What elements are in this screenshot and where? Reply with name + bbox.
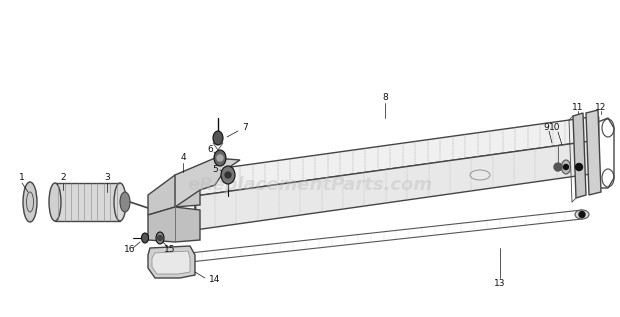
Polygon shape bbox=[195, 140, 598, 230]
Circle shape bbox=[554, 163, 562, 171]
Circle shape bbox=[579, 211, 585, 217]
Ellipse shape bbox=[49, 183, 61, 221]
Text: 12: 12 bbox=[595, 102, 607, 112]
Text: 5: 5 bbox=[212, 165, 218, 174]
Circle shape bbox=[217, 155, 223, 161]
Text: 2: 2 bbox=[60, 173, 66, 183]
Polygon shape bbox=[55, 183, 120, 221]
Circle shape bbox=[157, 236, 162, 241]
Text: 7: 7 bbox=[242, 124, 248, 133]
Polygon shape bbox=[175, 158, 240, 207]
Text: 6: 6 bbox=[207, 146, 213, 154]
Polygon shape bbox=[148, 246, 195, 278]
Ellipse shape bbox=[156, 232, 164, 244]
Circle shape bbox=[225, 172, 231, 178]
Text: eReplacementParts.com: eReplacementParts.com bbox=[187, 176, 433, 194]
Polygon shape bbox=[573, 113, 586, 198]
Ellipse shape bbox=[214, 150, 226, 166]
Ellipse shape bbox=[141, 233, 149, 243]
Ellipse shape bbox=[114, 183, 126, 221]
Ellipse shape bbox=[120, 192, 130, 212]
Ellipse shape bbox=[575, 210, 589, 219]
Text: 3: 3 bbox=[104, 173, 110, 183]
Text: 8: 8 bbox=[382, 93, 388, 101]
Text: 1: 1 bbox=[19, 173, 25, 183]
Polygon shape bbox=[195, 116, 598, 196]
Polygon shape bbox=[586, 110, 601, 195]
Text: 14: 14 bbox=[210, 275, 221, 284]
Ellipse shape bbox=[213, 131, 223, 145]
Text: 16: 16 bbox=[124, 245, 136, 255]
Text: 13: 13 bbox=[494, 279, 506, 288]
Polygon shape bbox=[148, 175, 200, 215]
Text: 15: 15 bbox=[164, 245, 175, 255]
Ellipse shape bbox=[221, 166, 235, 184]
Circle shape bbox=[575, 164, 583, 171]
Text: 11: 11 bbox=[572, 102, 584, 112]
Polygon shape bbox=[148, 207, 200, 242]
Ellipse shape bbox=[562, 160, 570, 174]
Text: 10: 10 bbox=[549, 122, 560, 132]
Ellipse shape bbox=[23, 182, 37, 222]
Polygon shape bbox=[152, 251, 190, 274]
Text: 4: 4 bbox=[180, 153, 186, 163]
Text: 9: 9 bbox=[543, 122, 549, 132]
Circle shape bbox=[564, 165, 569, 170]
